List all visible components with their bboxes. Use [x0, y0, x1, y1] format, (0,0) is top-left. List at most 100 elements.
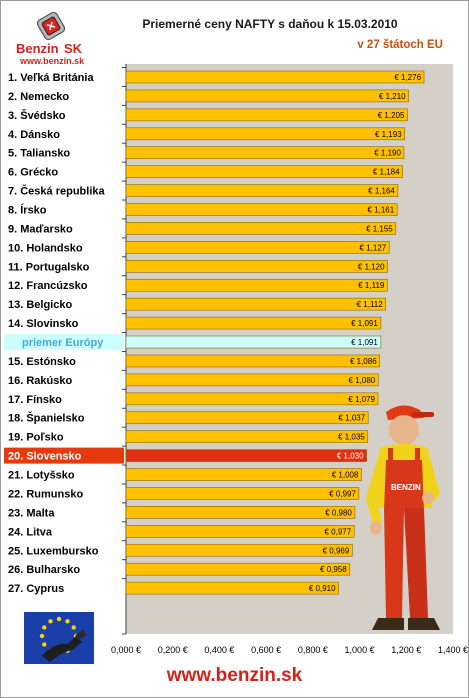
category-label: 8. Írsko: [8, 204, 47, 217]
bar-value-label: € 1,190: [374, 149, 401, 158]
bar-value-label: € 1,210: [379, 92, 406, 101]
bar-4: [125, 127, 405, 141]
bar-value-label: € 1,037: [339, 414, 366, 423]
category-labels-group: 1. Veľká Británia 2. Nemecko 3. Švédsko 4. …: [4, 72, 124, 595]
bar-16: [125, 354, 380, 368]
footer-url[interactable]: www.benzin.sk: [166, 665, 303, 686]
category-label: 15. Estónsko: [8, 356, 76, 368]
category-label: 3. Švédsko: [8, 109, 66, 122]
bar-26: [125, 543, 353, 557]
category-label: 17. Fínsko: [8, 394, 62, 406]
bar-value-label: € 0,910: [309, 584, 336, 593]
bar-8: [125, 203, 398, 216]
bar-13: [125, 297, 387, 311]
x-tick-label: 1,000 €: [345, 645, 375, 655]
svg-text:BENZIN: BENZIN: [391, 483, 421, 492]
bar-value-label: € 1,193: [375, 130, 402, 139]
bar-25: [125, 525, 355, 538]
bar-22: [125, 468, 362, 481]
bar-27: [125, 562, 351, 576]
bar-14: [125, 316, 382, 330]
category-label: 10. Holandsko: [8, 242, 83, 254]
bar-value-label: € 1,164: [368, 187, 395, 196]
svg-text:Benzin: Benzin: [16, 41, 59, 56]
category-label: 22. Rumunsko: [8, 488, 83, 500]
category-label: 9. Maďarsko: [8, 223, 73, 235]
x-tick-label: 0,400 €: [204, 645, 234, 655]
category-label: priemer Európy: [22, 337, 104, 349]
bar-value-label: € 1,119: [358, 281, 385, 290]
category-label: 13. Belgicko: [8, 299, 72, 311]
category-label: 20. Slovensko: [8, 451, 82, 463]
x-axis-ticks-group: 0,000 € 0,200 € 0,400 € 0,600 € 0,800 € 1,000…: [111, 645, 468, 655]
category-label: 14. Slovinsko: [8, 318, 79, 330]
x-tick-label: 0,200 €: [158, 645, 188, 655]
chart-subtitle: v 27 štátoch EU: [357, 39, 443, 51]
svg-text:SK: SK: [64, 41, 83, 56]
svg-text:www.benzin.sk: www.benzin.sk: [19, 56, 85, 66]
bar-21: [125, 449, 367, 462]
bar-value-label: € 1,184: [373, 168, 400, 177]
flag-star: [71, 625, 76, 630]
category-label: 18. Španielsko: [8, 412, 85, 425]
x-tick-label: 1,200 €: [391, 645, 421, 655]
bar-value-label: € 1,205: [378, 111, 405, 120]
category-label: 12. Francúzsko: [8, 280, 88, 292]
flag-star: [42, 625, 47, 630]
bar-value-label: € 1,091: [351, 319, 378, 328]
bar-value-label: € 1,086: [350, 357, 377, 366]
flag-star: [39, 633, 45, 639]
bar-value-label: € 1,035: [338, 433, 365, 442]
x-tick-label: 1,400 €: [438, 645, 468, 655]
flag-star: [42, 642, 47, 647]
bar-11: [125, 259, 388, 273]
bar-value-label: € 1,030: [337, 452, 364, 461]
bars-group: € 1,276 € 1,210 € 1,205 € 1,193 € 1,190 € 1,1…: [122, 67, 425, 635]
category-label: 21. Lotyšsko: [8, 470, 75, 482]
bar-value-label: € 1,091: [351, 338, 378, 347]
flag-star: [48, 619, 53, 624]
bar-3: [125, 108, 408, 122]
bar-10: [125, 241, 390, 254]
bar-value-label: € 0,969: [323, 546, 350, 555]
average-label-band: [4, 334, 124, 351]
category-label: 23. Malta: [8, 507, 55, 519]
bar-value-label: € 1,079: [348, 395, 375, 404]
chart-title: Priemerné ceny NAFTY s daňou k 15.03.201…: [142, 17, 398, 31]
bar-24: [125, 506, 356, 519]
category-label: 1. Veľká Británia: [8, 72, 94, 84]
category-label: 6. Grécko: [8, 167, 58, 179]
bar-9: [125, 222, 397, 235]
bar-18: [125, 392, 379, 406]
category-label: 16. Rakúsko: [8, 375, 72, 387]
x-tick-label: 0,800 €: [298, 645, 328, 655]
bar-value-label: € 1,155: [366, 224, 393, 233]
highlight-label-band: [4, 447, 124, 464]
bar-value-label: € 1,161: [367, 206, 394, 215]
bar-value-label: € 1,112: [357, 300, 384, 309]
bar-23: [125, 487, 360, 500]
bar-12: [125, 278, 388, 292]
bar-28: [125, 581, 339, 595]
eu-flag-fuel-icon: [24, 612, 94, 664]
bar-7: [125, 184, 399, 197]
bar-value-label: € 0,997: [329, 489, 356, 498]
category-label: 19. Poľsko: [8, 432, 64, 444]
bar-value-label: € 0,977: [324, 527, 351, 536]
flag-star: [56, 616, 62, 622]
category-label: 27. Cyprus: [8, 583, 64, 595]
bar-value-label: € 0,980: [325, 508, 352, 517]
bar-15: [125, 335, 382, 349]
benzin-logo-icon: Benzin SK www.benzin.sk: [16, 11, 85, 66]
bar-value-label: € 1,008: [332, 471, 359, 480]
bar-2: [125, 89, 409, 103]
x-tick-label: 0,000 €: [111, 645, 141, 655]
category-label: 5. Taliansko: [8, 148, 70, 160]
bar-6: [125, 165, 403, 178]
category-label: 11. Portugalsko: [8, 261, 90, 273]
category-label: 7. Česká republika: [8, 185, 105, 198]
x-tick-label: 0,600 €: [251, 645, 281, 655]
category-label: 25. Luxembursko: [8, 545, 99, 557]
bar-value-label: € 1,127: [360, 243, 387, 252]
category-label: 26. Bulharsko: [8, 564, 80, 576]
